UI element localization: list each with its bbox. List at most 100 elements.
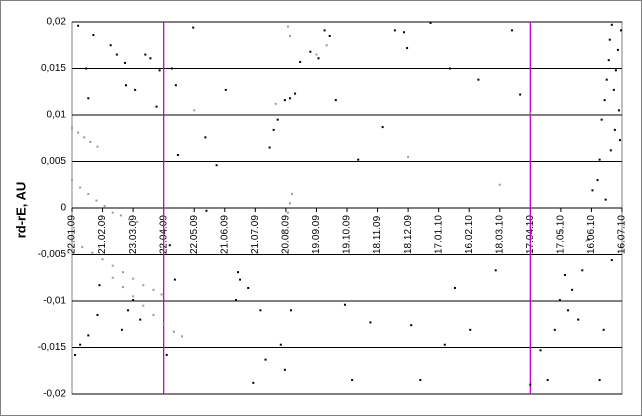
point xyxy=(176,153,179,156)
point xyxy=(155,105,158,108)
point xyxy=(381,126,384,129)
point xyxy=(343,303,346,306)
point xyxy=(120,328,123,331)
point xyxy=(134,88,137,91)
point xyxy=(618,139,621,142)
point xyxy=(165,353,168,356)
point xyxy=(563,273,566,276)
point xyxy=(174,84,177,87)
x-tick-label: 16.06.10 xyxy=(586,215,597,254)
point xyxy=(448,67,451,70)
point xyxy=(81,246,84,249)
point xyxy=(85,67,88,70)
point xyxy=(132,277,135,280)
point xyxy=(149,57,152,60)
point xyxy=(511,29,513,32)
y-tick-label: 0,01 xyxy=(47,110,67,121)
point xyxy=(609,149,612,152)
point xyxy=(247,286,250,289)
point xyxy=(323,29,326,32)
point xyxy=(172,330,175,333)
point xyxy=(83,136,86,139)
point xyxy=(170,67,173,70)
point xyxy=(121,271,124,274)
point xyxy=(558,299,561,302)
y-tick-label: 0,015 xyxy=(41,63,66,74)
point xyxy=(291,193,293,196)
point xyxy=(79,343,82,346)
point xyxy=(160,293,163,296)
point xyxy=(128,218,131,221)
point xyxy=(77,24,80,27)
x-tick-label: 21.06.09 xyxy=(219,215,230,254)
point xyxy=(264,358,267,361)
point xyxy=(139,318,142,321)
point xyxy=(498,183,501,186)
point xyxy=(571,288,574,291)
point xyxy=(121,286,124,289)
point xyxy=(162,323,165,326)
point xyxy=(204,136,207,139)
point xyxy=(123,61,126,64)
point xyxy=(315,53,318,56)
point xyxy=(77,131,80,134)
x-tick-label: 21.07.09 xyxy=(250,215,261,254)
point xyxy=(142,284,145,287)
point xyxy=(317,57,320,60)
point xyxy=(616,48,619,51)
point xyxy=(453,286,456,289)
point xyxy=(309,50,312,53)
point xyxy=(603,99,606,102)
x-tick-label: 23.03.09 xyxy=(128,215,139,254)
x-tick-label: 16.07.10 xyxy=(617,215,628,254)
point xyxy=(192,26,195,29)
point xyxy=(612,88,615,91)
point xyxy=(205,209,208,212)
point xyxy=(109,44,112,47)
x-tick-label: 16.02.10 xyxy=(464,215,475,254)
point xyxy=(274,102,277,105)
point xyxy=(559,230,562,233)
point xyxy=(124,84,127,87)
point xyxy=(173,278,176,281)
point xyxy=(252,381,255,384)
point xyxy=(604,198,607,201)
point xyxy=(136,220,139,223)
point xyxy=(288,34,291,37)
point xyxy=(591,189,594,192)
point xyxy=(546,379,549,382)
point xyxy=(608,38,611,41)
point xyxy=(158,69,161,72)
point xyxy=(87,97,90,100)
point xyxy=(357,158,360,161)
x-tick-label: 18.11.09 xyxy=(372,215,383,254)
point xyxy=(617,109,620,112)
point xyxy=(613,128,616,131)
point xyxy=(443,343,446,346)
point xyxy=(96,313,99,316)
point xyxy=(224,88,227,91)
point xyxy=(529,383,532,386)
point xyxy=(87,334,90,337)
point xyxy=(127,309,130,312)
point xyxy=(619,29,622,32)
point xyxy=(600,118,603,121)
y-tick-label: 0 xyxy=(60,203,66,214)
point xyxy=(288,202,291,205)
point xyxy=(259,309,262,312)
point xyxy=(71,239,73,242)
point xyxy=(299,60,302,63)
point xyxy=(284,220,287,223)
point xyxy=(74,353,77,356)
point xyxy=(95,199,98,202)
point xyxy=(101,258,104,261)
point xyxy=(111,264,114,267)
point xyxy=(111,211,114,214)
point xyxy=(283,99,286,102)
point xyxy=(239,278,242,281)
point xyxy=(477,78,480,81)
point xyxy=(610,259,613,262)
point xyxy=(71,127,73,130)
point xyxy=(103,205,106,208)
